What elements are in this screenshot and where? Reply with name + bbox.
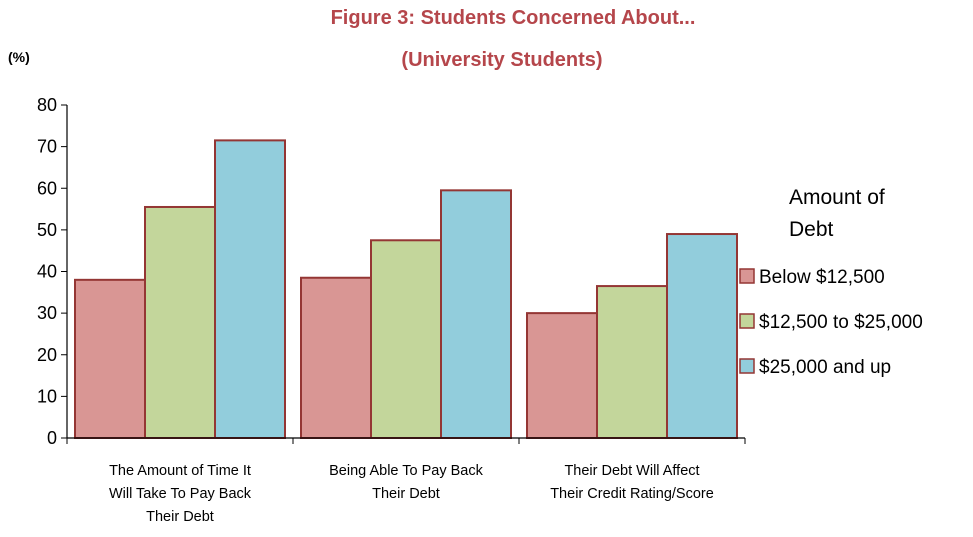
y-axis: 0 10 20 30 40 50 60 70 80: [37, 95, 67, 448]
x-tick-label: Will Take To Pay Back: [109, 486, 252, 502]
axes: [66, 105, 746, 444]
y-tick-label: 40: [37, 262, 57, 282]
bar: [144, 205, 216, 439]
legend-swatch: [739, 358, 755, 374]
legend-title-line-2: Debt: [789, 218, 834, 241]
y-tick-label: 20: [37, 345, 57, 365]
x-tick-label: Being Able To Pay Back: [329, 463, 483, 479]
chart-title-line-2: (University Students): [401, 49, 602, 71]
y-tick-label: 60: [37, 178, 57, 198]
x-tick-label: The Amount of Time It: [109, 463, 251, 479]
legend-label: Below $12,500: [759, 267, 885, 288]
legend-swatch: [739, 313, 755, 329]
x-axis-labels: The Amount of Time It Will Take To Pay Ba…: [109, 463, 714, 525]
bar: [300, 276, 372, 439]
y-tick-label: 50: [37, 220, 57, 240]
x-tick-label: Their Credit Rating/Score: [550, 486, 714, 502]
bar: [214, 139, 286, 439]
legend-label: $12,500 to $25,000: [759, 312, 923, 333]
bar-group: [74, 139, 738, 440]
x-tick-label: Their Debt: [372, 486, 440, 502]
bar: [440, 189, 512, 439]
y-axis-unit-label: (%): [8, 49, 30, 65]
legend-items: Below $12,500 $12,500 to $25,000 $25,000 a…: [739, 267, 923, 378]
y-tick-label: 70: [37, 137, 57, 157]
bar: [370, 239, 442, 439]
x-tick-label: Their Debt Will Affect: [564, 463, 699, 479]
bar: [74, 278, 146, 440]
y-tick-label: 30: [37, 303, 57, 323]
legend: Amount of Debt Below $12,500 $12,500 to $…: [739, 186, 923, 378]
y-tick-label: 80: [37, 95, 57, 115]
legend-label: $25,000 and up: [759, 357, 891, 378]
chart-title: Figure 3: Students Concerned About... (U…: [331, 7, 696, 71]
x-tick-label: Their Debt: [146, 509, 214, 525]
bar: [526, 312, 598, 439]
chart-title-line-1: Figure 3: Students Concerned About...: [331, 7, 696, 29]
legend-swatch: [739, 268, 755, 284]
y-tick-label: 10: [37, 386, 57, 406]
y-tick-label: 0: [47, 428, 57, 448]
bar: [596, 285, 668, 439]
legend-title-line-1: Amount of: [789, 186, 885, 209]
bar: [666, 233, 738, 439]
